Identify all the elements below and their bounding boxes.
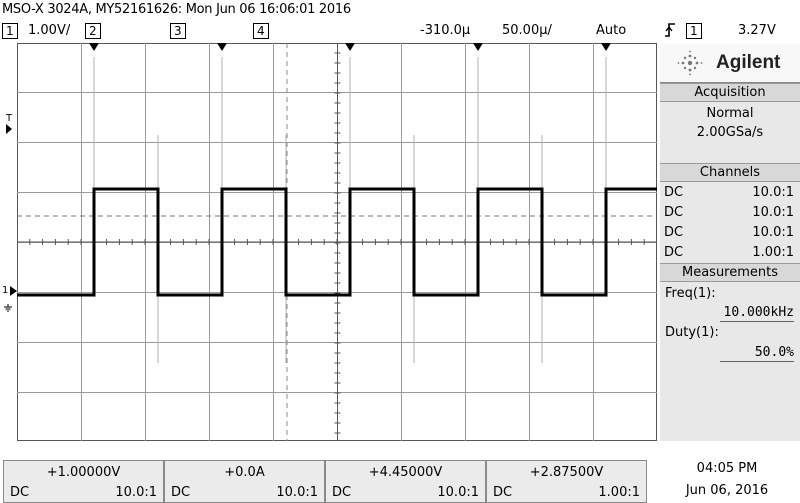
ch3-indicator[interactable]: 3 <box>170 23 186 39</box>
edge-marker <box>217 43 227 51</box>
time-offset[interactable]: -310.0µ <box>420 23 471 38</box>
acquisition-mode: Normal <box>706 106 754 121</box>
channels-header[interactable]: Channels <box>660 163 800 182</box>
rising-edge-icon <box>664 22 676 42</box>
clock-time: 04:05 PM <box>696 461 758 476</box>
edge-marker <box>601 43 611 51</box>
edge-marker <box>473 43 483 51</box>
trigger-level-marker[interactable]: T <box>6 114 12 134</box>
status-bar: 1 1.00V/ 2 3 4 -310.0µ 50.00µ/ Auto 1 3.… <box>0 22 800 41</box>
trigger-level[interactable]: 3.27V <box>738 23 776 38</box>
freq-label: Freq(1): <box>665 286 716 301</box>
brand-name: Agilent <box>716 52 781 73</box>
edge-marker <box>345 43 355 51</box>
brand-logo: Agilent <box>660 44 800 83</box>
window-title: MSO-X 3024A, MY52161626: Mon Jun 06 16:0… <box>2 2 351 17</box>
channel-box-3[interactable]: +4.45000V DC 10.0:1 <box>325 460 486 503</box>
waveform-display[interactable] <box>17 43 657 441</box>
channel-row-1[interactable]: DC 10.0:1 <box>664 185 794 200</box>
ch2-indicator[interactable]: 2 <box>85 23 101 39</box>
edge-marker <box>89 43 99 51</box>
channel-box-2[interactable]: +0.0A DC 10.0:1 <box>164 460 325 503</box>
freq-value: 10.000kHz <box>723 305 794 320</box>
channel-info-bar: +1.00000V DC 10.0:1 +0.0A DC 10.0:1 +4.450… <box>0 458 800 503</box>
duty-value: 50.0% <box>754 345 794 360</box>
acquisition-header[interactable]: Acquisition <box>660 83 800 102</box>
graticule <box>17 43 657 441</box>
channel-row-3[interactable]: DC 10.0:1 <box>664 225 794 240</box>
measurement-divider <box>720 321 794 322</box>
ch1-indicator[interactable]: 1 <box>2 23 18 39</box>
channel-row-2[interactable]: DC 10.0:1 <box>664 205 794 220</box>
trigger-mode[interactable]: Auto <box>596 23 627 38</box>
agilent-spark-icon <box>677 50 703 76</box>
time-scale[interactable]: 50.00µ/ <box>502 23 552 38</box>
ch1-waveform <box>17 187 657 297</box>
ch1-scale[interactable]: 1.00V/ <box>28 23 71 38</box>
measurements-header[interactable]: Measurements <box>660 263 800 282</box>
channel-box-4[interactable]: +2.87500V DC 1.00:1 <box>486 460 647 503</box>
measurement-divider <box>720 361 794 362</box>
sample-rate: 2.00GSa/s <box>696 125 764 140</box>
ch1-ground-marker[interactable]: 1 <box>2 286 18 296</box>
trigger-source[interactable]: 1 <box>686 23 702 39</box>
channel-row-4[interactable]: DC 1.00:1 <box>664 245 794 260</box>
channel-box-1[interactable]: +1.00000V DC 10.0:1 <box>3 460 164 503</box>
ch4-indicator[interactable]: 4 <box>253 23 269 39</box>
duty-label: Duty(1): <box>665 325 719 340</box>
clock-date: Jun 06, 2016 <box>685 483 769 498</box>
ground-icon <box>3 297 13 316</box>
side-panel: Agilent Acquisition Normal 2.00GSa/s Cha… <box>660 44 800 441</box>
